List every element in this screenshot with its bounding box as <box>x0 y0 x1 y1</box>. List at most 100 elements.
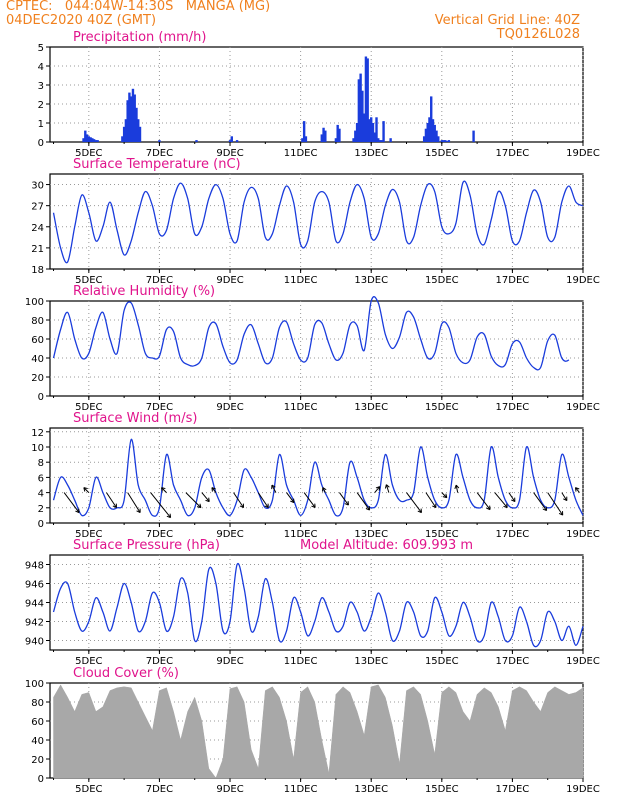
y-tick-label: 40 <box>31 736 44 747</box>
precip-bar <box>131 88 135 142</box>
x-tick-label: 13DEC <box>354 148 388 159</box>
wind-arrowhead <box>264 503 269 509</box>
series-line <box>52 562 584 648</box>
precip-bar <box>373 132 376 142</box>
wind-vector <box>476 492 491 510</box>
wind-vector <box>271 484 277 493</box>
y-tick-label: 4 <box>38 489 44 500</box>
x-tick-label: 11DEC <box>284 402 318 413</box>
precip-bar <box>96 140 99 142</box>
panel-3: Surface Wind (m/s) 0 2 4 6 8 10 12 5DEC 7DEC 9DEC 1… <box>31 411 600 540</box>
x-tick-label: 15DEC <box>425 275 459 286</box>
x-tick-label: 5DEC <box>75 275 102 286</box>
wind-arrowhead <box>574 487 580 492</box>
wind-arrowhead <box>417 508 423 514</box>
x-tick-label: 9DEC <box>216 275 243 286</box>
y-tick-label: 0 <box>38 138 44 149</box>
precip-bar <box>422 136 426 142</box>
x-tick-label: 7DEC <box>146 529 173 540</box>
x-tick-label: 11DEC <box>284 656 318 667</box>
wind-arrowhead <box>344 501 349 506</box>
precip-bar <box>378 140 382 142</box>
y-tick-label: 948 <box>25 561 44 572</box>
wind-arrowhead <box>290 498 295 504</box>
precip-bar <box>357 79 361 142</box>
x-tick-label: 17DEC <box>496 148 530 159</box>
x-tick-label: 7DEC <box>146 656 173 667</box>
precip-bar <box>435 130 438 142</box>
precip-bar <box>301 138 304 142</box>
precip-bar <box>320 134 323 142</box>
precip-bar <box>122 126 126 142</box>
wind-vector <box>161 487 167 493</box>
wind-vector <box>385 484 390 493</box>
wind-vector <box>201 492 210 502</box>
wind-arrowhead <box>375 486 381 491</box>
wind-arrowhead <box>166 513 172 519</box>
wind-arrowhead <box>432 503 437 509</box>
wind-arrowhead <box>271 484 276 490</box>
precip-bar <box>447 140 451 142</box>
precip-bar <box>124 119 128 142</box>
precip-bar <box>428 117 431 142</box>
precip-bar <box>364 56 368 142</box>
x-tick-label: 17DEC <box>496 784 530 795</box>
wind-vector <box>339 492 349 506</box>
panel-5: Cloud Cover (%) 0 20 40 60 80 100 5DEC 7DEC 9DEC 1… <box>25 666 600 795</box>
x-tick-label: 11DEC <box>284 529 318 540</box>
precip-bar <box>472 130 475 142</box>
x-tick-label: 19DEC <box>566 529 600 540</box>
wind-arrowhead <box>75 508 80 514</box>
panel-title: Precipitation (mm/h) <box>73 30 206 45</box>
precip-bar <box>355 123 359 142</box>
wind-vector <box>150 492 171 518</box>
precip-bar <box>352 138 355 142</box>
y-tick-label: 1 <box>38 119 44 130</box>
x-tick-label: 5DEC <box>75 784 102 795</box>
wind-arrowhead <box>211 487 216 492</box>
y-tick-label: 100 <box>25 297 44 308</box>
precip-bar <box>94 140 98 142</box>
header-location: CPTEC: 044:04W-14:30S MANGA (MG) <box>6 0 271 14</box>
x-tick-label: 15DEC <box>425 529 459 540</box>
x-tick-label: 19DEC <box>566 275 600 286</box>
wind-vector <box>561 492 568 501</box>
precip-bar <box>430 96 433 142</box>
series-line <box>52 296 570 371</box>
y-tick-label: 8 <box>38 458 44 469</box>
precip-bar <box>128 92 131 142</box>
precip-bar <box>322 127 325 142</box>
header-datetime: 04DEC2020 40Z (GMT) <box>6 13 157 28</box>
x-tick-label: 9DEC <box>216 656 243 667</box>
y-tick-label: 6 <box>38 473 44 484</box>
x-tick-label: 15DEC <box>425 402 459 413</box>
y-tick-label: 12 <box>31 428 44 439</box>
x-tick-label: 5DEC <box>75 529 102 540</box>
precip-bar <box>444 140 447 142</box>
wind-vector <box>63 492 80 513</box>
wind-arrowhead <box>542 506 548 512</box>
precip-bar <box>82 138 85 142</box>
x-tick-label: 17DEC <box>496 275 530 286</box>
wind-vector <box>286 492 295 503</box>
wind-arrowhead <box>454 484 460 490</box>
precip-bar <box>137 119 140 142</box>
precip-bar <box>89 137 92 142</box>
precip-bar <box>158 140 161 142</box>
x-tick-label: 13DEC <box>354 275 388 286</box>
precip-bar <box>442 140 445 142</box>
wind-vector <box>356 492 370 511</box>
wind-arrowhead <box>112 503 117 509</box>
y-tick-label: 60 <box>31 335 44 346</box>
x-tick-label: 19DEC <box>566 402 600 413</box>
y-tick-label: 3 <box>38 81 44 92</box>
header-model: TQ0126L028 <box>496 27 580 42</box>
panel-subtitle: Model Altitude: 609.993 m <box>300 538 473 553</box>
precip-bar <box>336 124 339 142</box>
precip-bar <box>366 58 369 142</box>
header-grid-line: Vertical Grid Line: 40Z <box>434 13 580 28</box>
wind-arrowhead <box>442 493 448 499</box>
x-tick-label: 5DEC <box>75 148 102 159</box>
precip-bar <box>129 96 133 142</box>
wind-arrowhead <box>83 487 88 492</box>
